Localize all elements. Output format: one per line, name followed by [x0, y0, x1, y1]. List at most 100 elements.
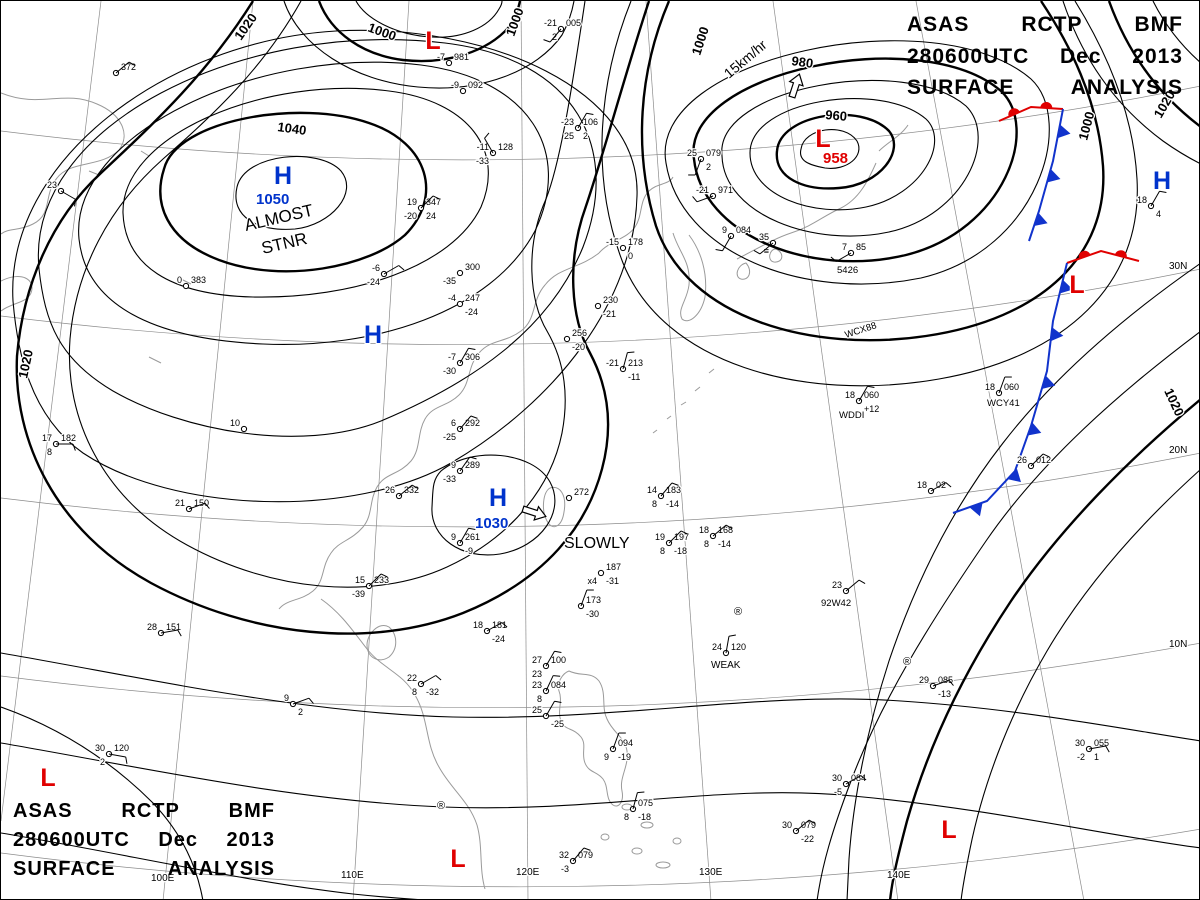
isobar-line [1, 832, 418, 899]
station-plot: 18 060 +12 [844, 385, 881, 415]
station-temp: -11 [477, 142, 489, 152]
wind-barb-tick [725, 524, 733, 530]
low-center: L [40, 764, 55, 792]
station-plot: 23 084 8 [531, 675, 567, 705]
station-tendency: -30 [586, 609, 599, 619]
parallel-line [1, 453, 1199, 528]
station-pressure: 128 [498, 142, 513, 152]
station-temp: 19 [407, 197, 417, 207]
product-code: ASAS [907, 13, 970, 36]
station-temp: 25 [687, 148, 697, 158]
wind-barb-tick [830, 256, 837, 262]
cold-front-triangle [1057, 124, 1071, 139]
station-plot: 9 261 -9 [450, 527, 481, 557]
valid-time: 280600UTC [907, 44, 1030, 68]
station-dewpoint: -5 [834, 787, 842, 797]
ship-id-label: 5426 [837, 265, 858, 276]
station-temp: -7 [437, 52, 445, 62]
isobar-line [601, 1, 1138, 387]
wind-barb [572, 847, 585, 862]
station-tendency: -21 [603, 309, 616, 319]
station-temp: -15 [606, 237, 619, 247]
station-dewpoint: x4 [587, 576, 597, 586]
station-temp: 23 [532, 680, 542, 690]
wind-barb-tick [637, 791, 645, 794]
station-tendency: 2 [706, 162, 711, 172]
station-temp: 29 [919, 675, 929, 685]
wind-barb [545, 701, 555, 717]
coastline-siberia [1, 276, 33, 312]
chart-type: SURFACE [907, 76, 1015, 99]
wind-barb-tick [860, 775, 867, 781]
station-plot: 7 85 [830, 241, 867, 262]
station-tendency: -13 [938, 689, 951, 699]
station-pressure: 084 [851, 773, 866, 783]
wind-barb-tick [1105, 745, 1110, 753]
station-temp: 26 [385, 485, 395, 495]
wind-barb [188, 502, 206, 510]
station-plot: 30 079-22 [781, 819, 818, 846]
wind-barb [486, 622, 502, 632]
station-circle [619, 244, 627, 252]
isobar-line [749, 98, 936, 211]
coastline-kyushu [736, 262, 751, 280]
isobar-line [235, 155, 348, 230]
station-plot: 075 8 -18 [623, 791, 654, 823]
station-pressure: 230 [603, 295, 618, 305]
station-temp: 30 [95, 743, 105, 753]
station-circle [456, 300, 464, 308]
meridian-line [645, 1, 712, 899]
isobar-line [1, 652, 1199, 742]
station-pressure: 85 [856, 242, 866, 252]
wind-barb [998, 376, 1006, 394]
station-temp: -21 [696, 185, 709, 195]
valid-year: 2013 [1132, 44, 1183, 68]
parallel-line [1, 828, 1199, 888]
warm-front-semicircle [1114, 250, 1127, 258]
coastline-island [631, 847, 643, 855]
isobar-line [68, 1, 586, 588]
station-tendency: -18 [674, 546, 687, 556]
wind-barb-tick [380, 573, 388, 578]
station-tendency: -20 [572, 342, 585, 352]
center-pressure-value: 1050 [256, 191, 289, 208]
station-plot: 187 x4 -31 [586, 561, 622, 588]
station-dewpoint: -20 [404, 211, 417, 221]
valid-time: 280600UTC [13, 829, 130, 851]
station-plot: -21 213 -11 [605, 351, 644, 383]
wind-barb-tick [125, 756, 128, 764]
wind-barb [845, 775, 861, 785]
station-circle [459, 87, 467, 95]
station-tendency: -32 [426, 687, 439, 697]
station-temp: 27 [532, 655, 542, 665]
station-dewpoint: -24 [367, 277, 380, 287]
station-dewpoint: -30 [443, 366, 456, 376]
station-pressure: 178 [628, 237, 643, 247]
station-plot: 15 233 -39 [351, 573, 390, 600]
grid-coordinate-label: 110E [341, 870, 364, 881]
station-plot: -6-24 [366, 262, 405, 288]
wind-barb [580, 589, 588, 607]
station-pressure: 306 [465, 352, 480, 362]
product-code: ASAS [13, 800, 73, 822]
isobar-line [78, 61, 549, 345]
station-pressure: 181 [492, 620, 507, 630]
station-temp: 18 [699, 525, 709, 535]
station-circle [594, 302, 602, 310]
isobar-value-label: 980 [791, 53, 815, 71]
center-pressure-value: 958 [823, 150, 848, 167]
station-tendency: -14 [718, 539, 731, 549]
isobar-value-label: 960 [825, 107, 848, 124]
isobar-value-label: 1020 [1161, 386, 1187, 419]
meridian-line [772, 1, 899, 899]
movement-arrow [521, 505, 547, 521]
wind-barb [759, 242, 774, 255]
wind-barb [459, 528, 469, 544]
meridian-line [1, 1, 102, 822]
wind-barb [383, 265, 399, 275]
station-plot: 28 151 [146, 621, 182, 637]
station-plots: 37223-7981-210052-9092-23106252-11128-33… [41, 17, 1167, 875]
wind-barb-tick [858, 579, 866, 585]
